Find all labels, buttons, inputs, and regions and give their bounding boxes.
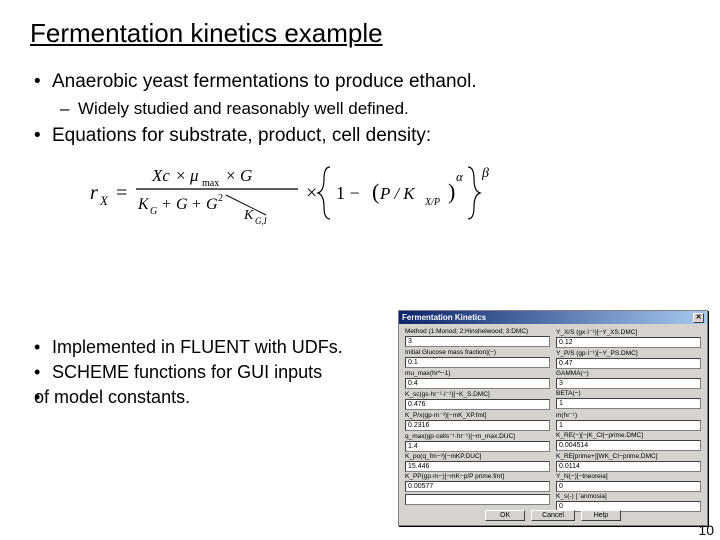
svg-text:1 −: 1 − [336,183,360,203]
dialog-field: q_max(gp·cells⁻¹·hr⁻¹)[−m_max.DUC]1.4 [405,432,550,452]
dialog-field: mu_max(hr^−1)0.4 [405,370,550,389]
dialog-field: Y_P/S (gp·l⁻¹)[−Y_PS.DMC]0.47 [556,349,701,369]
dialog-field: K_sc(gs·hr⁻¹·l⁻¹)[−K_S.DMC]0.476 [405,390,550,410]
svg-text:α: α [456,169,464,184]
dialog-field: Method (1:Monod; 2:Hinshelwood; 3:DMC)3 [405,328,550,348]
svg-text:(: ( [372,179,379,204]
bullet-item: Widely studied and reasonably well defin… [30,99,690,119]
field-input[interactable]: 0.47 [556,358,701,369]
dialog-field: Y_N(−)[−tneoreia]0 [556,473,701,492]
field-input[interactable]: 0.2316 [405,420,550,431]
field-input[interactable]: 3 [556,378,701,389]
field-input[interactable]: 1 [556,398,701,409]
dialog-field: GAMMA(−)3 [556,370,701,389]
svg-text:P / K: P / K [379,184,416,203]
svg-text:+: + [162,196,171,213]
dialog-field: m(hr⁻¹)1 [556,411,701,431]
field-label: Y_X/S (gx·l⁻¹)[−Y_XS.DMC] [556,328,701,336]
svg-text:G,I: G,I [255,216,268,226]
field-input[interactable]: 0.12 [556,337,701,348]
svg-text:×: × [176,166,186,185]
dialog-field: K_PP(gp·m−)[−mK−p/P primе.fmt]0.00577 [405,473,550,492]
help-button[interactable]: Help [581,510,621,521]
field-label: K_po(q_fm−³)[−mKP.DUC] [405,453,550,460]
field-label: K_sc(gs·hr⁻¹·l⁻¹)[−K_S.DMC] [405,390,550,398]
dialog-field: K_RE[primе+][WK_CI−primе.DMC]0.0114 [556,453,701,472]
field-input[interactable]: 0.00577 [405,481,550,492]
dialog-window: Fermentation Kinetics ✕ Method (1:Monod;… [398,310,708,526]
field-label: K_s(-) [ 'anmosia] [556,493,701,500]
close-icon[interactable]: ✕ [693,313,704,323]
field-input[interactable]: 0.004514 [556,440,701,451]
field-input[interactable]: 0.4 [405,378,550,389]
svg-text:K: K [243,208,254,223]
dialog-body: Method (1:Monod; 2:Hinshelwood; 3:DMC)3Y… [399,324,707,516]
field-label: K_RE[primе+][WK_CI−primе.DMC] [556,453,701,460]
svg-text:G: G [150,206,157,217]
field-label: BETA(−) [556,390,701,397]
svg-text:×: × [226,166,236,185]
svg-text:max: max [202,178,219,189]
field-label: Y_P/S (gp·l⁻¹)[−Y_PS.DMC] [556,349,701,357]
svg-text:μ: μ [189,166,199,185]
svg-text:K: K [137,196,150,213]
field-input[interactable]: 0.476 [405,399,550,410]
svg-text:X/P: X/P [424,197,440,208]
field-input[interactable]: 15.446 [405,461,550,472]
bullet-item: Anaerobic yeast fermentations to produce… [30,71,690,93]
field-label: Y_N(−)[−tneoreia] [556,473,701,480]
equation: r X = Xc × μ max × G K G + G + G 2 K G,I… [90,157,690,227]
dialog-field: Initial Glucose mass fraction|(−)0.1 [405,349,550,369]
svg-text:G: G [240,166,252,185]
dialog-field: K_P/x(gp·m⁻³)[−mK_XP.fmt]0.2316 [405,411,550,431]
dialog-field: BETA(−)1 [556,390,701,410]
svg-text:Xc: Xc [151,166,170,185]
svg-text:G: G [206,196,218,213]
ok-button[interactable]: OK [485,510,525,521]
field-label: m(hr⁻¹) [556,411,701,419]
field-label: K_PP(gp·m−)[−mK−p/P primе.fmt] [405,473,550,480]
svg-text:): ) [448,179,455,204]
field-input[interactable]: 1 [556,420,701,431]
dialog-titlebar[interactable]: Fermentation Kinetics ✕ [399,311,707,324]
field-input[interactable]: 3 [405,336,550,347]
slide-title: Fermentation kinetics example [30,18,690,49]
cancel-button[interactable]: Cancel [531,510,575,521]
dialog-field: K_po(q_fm−³)[−mKP.DUC]15.446 [405,453,550,472]
field-label: q_max(gp·cells⁻¹·hr⁻¹)[−m_max.DUC] [405,432,550,440]
dialog-field: K_RE(−)[−|K_CI|−primе.DMC]0.004514 [556,432,701,452]
svg-text:β: β [481,166,489,181]
svg-text:+: + [192,196,201,213]
dialog-button-row: OK Cancel Help [399,510,707,521]
svg-text:r: r [90,182,98,204]
bullet-item: Equations for substrate, product, cell d… [30,125,690,147]
dialog-field: Y_X/S (gx·l⁻¹)[−Y_XS.DMC]0.12 [556,328,701,348]
field-label: Method (1:Monod; 2:Hinshelwood; 3:DMC) [405,328,550,335]
field-input[interactable]: 1.4 [405,441,550,452]
field-input[interactable]: 0.1 [405,357,550,368]
dialog-title: Fermentation Kinetics [402,313,486,322]
field-label: K_P/x(gp·m⁻³)[−mK_XP.fmt] [405,411,550,419]
field-input[interactable]: 0.0114 [556,461,701,472]
field-input[interactable] [405,494,550,505]
field-label: K_RE(−)[−|K_CI|−primе.DMC] [556,432,701,439]
field-input[interactable]: 0 [556,481,701,492]
svg-text:X: X [99,193,109,208]
svg-text:2: 2 [218,193,223,204]
svg-text:=: = [116,182,127,204]
svg-text:×: × [306,182,317,204]
top-bullets: Anaerobic yeast fermentations to produce… [30,71,690,147]
page-number: 10 [698,522,714,538]
field-label: GAMMA(−) [556,370,701,377]
field-label: mu_max(hr^−1) [405,370,550,377]
svg-text:G: G [176,196,188,213]
field-label: Initial Glucose mass fraction|(−) [405,349,550,356]
